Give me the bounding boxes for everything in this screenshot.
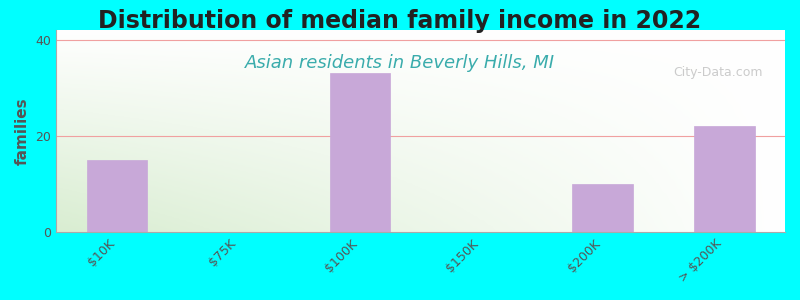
Bar	[694, 126, 754, 232]
Text: Asian residents in Beverly Hills, MI: Asian residents in Beverly Hills, MI	[245, 54, 555, 72]
Bar	[573, 184, 633, 232]
Bar	[330, 74, 390, 232]
Text: Distribution of median family income in 2022: Distribution of median family income in …	[98, 9, 702, 33]
Bar	[86, 160, 147, 232]
Text: City-Data.com: City-Data.com	[674, 66, 763, 80]
Y-axis label: families: families	[15, 98, 30, 165]
